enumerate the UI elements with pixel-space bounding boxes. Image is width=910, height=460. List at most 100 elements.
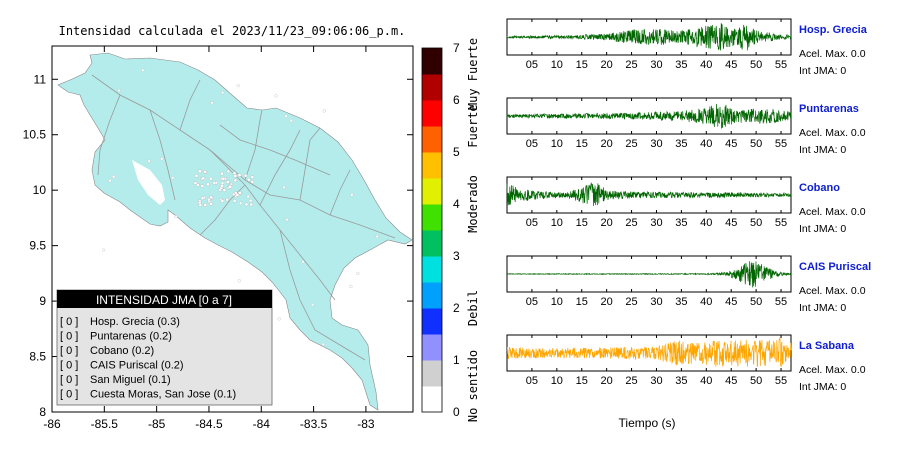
station-dot — [102, 248, 106, 252]
waveform-panel: 05 10 15 20 25 30 35 40 45 50 55 CAIS Puriscal Acel.… — [506, 255, 871, 314]
waveform-tick-label: 50 — [750, 217, 762, 229]
colorbar-cell — [422, 230, 442, 257]
waveform-tick-label: 20 — [601, 59, 613, 71]
waveform-tick-label: 30 — [650, 296, 662, 308]
station-name: CAIS Puriscal — [799, 261, 871, 273]
colorbar-cell — [422, 178, 442, 205]
road-line — [279, 229, 366, 361]
waveform-tick-label: 05 — [526, 296, 538, 308]
colorbar-cell — [422, 100, 442, 127]
intensity-legend: INTENSIDAD JMA [0 a 7] [ 0 ] Hosp. Grecia… — [56, 289, 273, 406]
station-dot — [220, 171, 224, 176]
colorbar-cell — [422, 308, 442, 335]
colorbar-tick-label: 2 — [453, 301, 460, 315]
waveform-tick-label: 40 — [700, 375, 712, 387]
costa-rica-land — [57, 52, 413, 411]
station-dot — [244, 202, 249, 207]
station-dot — [209, 177, 213, 181]
map-y-tick-label: 11 — [34, 72, 47, 86]
waveform-panel: 05 10 15 20 25 30 35 40 45 50 55 Hosp. Grecia Acel. … — [506, 18, 868, 77]
waveform-tick-label: 25 — [625, 59, 637, 71]
map-title: Intensidad calculada el 2023/11/23_09:06… — [59, 24, 406, 38]
waveform-tick-label: 45 — [725, 138, 737, 150]
station-dot — [284, 114, 288, 118]
colorbar-category-label: Fuerte — [466, 104, 480, 147]
waveform-tick-label: 10 — [551, 375, 563, 387]
waveform-panel: 05 10 15 20 25 30 35 40 45 50 55 Cobano Acel. Max. 0… — [506, 176, 866, 235]
road-line — [329, 169, 351, 216]
station-dot — [209, 202, 213, 206]
station-dot — [196, 183, 200, 187]
legend-entries: [ 0 ] Hosp. Grecia (0.3) [ 0 ] Puntarenas (… — [60, 316, 236, 401]
waveform-trace — [506, 261, 792, 288]
map-x-tick-label: -86 — [43, 417, 61, 431]
waveform-tick-label: 20 — [601, 375, 613, 387]
station-dot — [108, 179, 112, 183]
map-y-tick-label: 10 — [33, 183, 47, 197]
road-line — [199, 184, 246, 236]
station-dot — [350, 193, 354, 197]
waveform-tick-label: 10 — [551, 217, 563, 229]
map-x-tick-label: -84.5 — [195, 417, 223, 431]
colorbar-cell — [422, 204, 442, 231]
waveform-tick-label: 50 — [750, 138, 762, 150]
legend-entry-bracket: [ 0 ] — [60, 374, 78, 386]
road-line — [209, 149, 336, 301]
station-dot — [356, 271, 360, 275]
map-y-tick-label: 9 — [39, 294, 46, 308]
station-dot — [321, 342, 325, 346]
station-dot — [221, 91, 225, 95]
waveform-tick-label: 15 — [576, 296, 588, 308]
road-line — [179, 79, 201, 131]
colorbar-cell — [422, 152, 442, 179]
station-dot — [221, 177, 225, 181]
colorbar-cell — [422, 334, 442, 361]
station-dot — [210, 101, 214, 105]
station-dot — [200, 184, 204, 188]
station-dot — [289, 119, 293, 123]
station-dot — [250, 180, 255, 184]
station-dot — [112, 175, 116, 179]
station-dot — [193, 181, 198, 185]
colorbar-ticks: 0 1 2 3 4 5 6 7 — [453, 41, 460, 419]
waveform-tick-label: 05 — [526, 217, 538, 229]
station-dot — [285, 218, 289, 222]
station-intensity: Int JMA: 0 — [799, 65, 846, 77]
waveform-tick-label: 55 — [775, 375, 787, 387]
colorbar-category-label: Moderado — [466, 175, 480, 233]
legend-box — [56, 289, 273, 406]
station-dot — [226, 169, 231, 174]
station-dot — [235, 193, 240, 197]
legend-entry-bracket: [ 0 ] — [60, 360, 78, 372]
map-frame — [51, 45, 414, 413]
colorbar-tick-label: 7 — [453, 41, 460, 55]
road-line — [259, 129, 301, 206]
station-dot — [236, 84, 240, 88]
waveform-tick-label: 35 — [675, 217, 687, 229]
waveform-trace — [506, 337, 792, 368]
waveform-tick-label: 50 — [750, 59, 762, 71]
station-dot — [248, 198, 253, 203]
station-dot — [201, 176, 205, 181]
station-dot — [301, 260, 305, 264]
station-dot — [220, 181, 225, 185]
station-dot — [311, 303, 315, 307]
station-name: Hosp. Grecia — [799, 24, 868, 36]
colorbar-cell — [422, 48, 442, 75]
station-accel: Acel. Max. 0.0 — [799, 285, 866, 297]
station-dot — [282, 185, 286, 189]
map-y-tick-label: 8 — [39, 405, 46, 419]
map-x-tick-label: -83 — [357, 417, 375, 431]
waveform-tick-label: 20 — [601, 138, 613, 150]
station-dot — [237, 279, 241, 283]
station-dot — [207, 197, 211, 202]
waveform-tick-label: 25 — [625, 375, 637, 387]
station-intensity: Int JMA: 0 — [799, 223, 846, 235]
waveform-tick-label: 30 — [650, 217, 662, 229]
intensity-colorbar: 0 1 2 3 4 5 6 7 No sentido Debil Moderado FuerteMu… — [421, 38, 480, 422]
station-dot — [322, 109, 326, 113]
waveform-tick-label: 35 — [675, 375, 687, 387]
map-x-tick-label: -85.5 — [91, 417, 119, 431]
